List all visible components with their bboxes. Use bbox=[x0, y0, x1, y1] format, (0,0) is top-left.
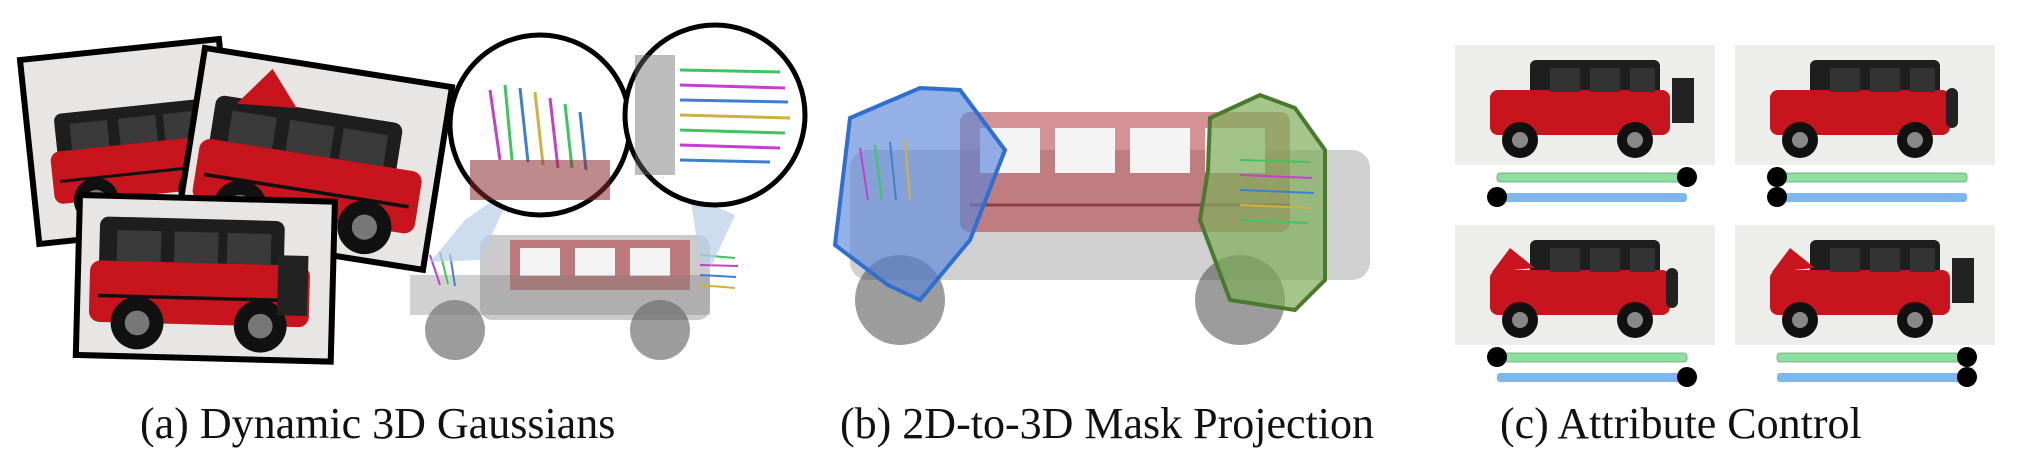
slider-track-blue[interactable] bbox=[1497, 193, 1687, 202]
gaussian-point-cloud-car bbox=[410, 235, 739, 360]
zoom-cone-right bbox=[690, 195, 735, 265]
jeep-illustration bbox=[1770, 240, 1974, 338]
open-hood bbox=[1492, 248, 1535, 272]
panel-attribute-control: (c) Attribute Control bbox=[1440, 0, 2020, 466]
mask-front-hood bbox=[832, 85, 1008, 303]
attribute-tile-top-left bbox=[1455, 45, 1715, 207]
slider-knob-green[interactable] bbox=[1767, 167, 1787, 187]
caption-attribute-control: (c) Attribute Control bbox=[1500, 399, 1862, 448]
panel-dynamic-3d-gaussians: (a) Dynamic 3D Gaussians bbox=[0, 0, 820, 466]
slider-track-green[interactable] bbox=[1496, 172, 1688, 183]
jeep-illustration bbox=[1490, 240, 1678, 338]
attribute-tile-top-right bbox=[1735, 45, 1995, 207]
slider-knob-green[interactable] bbox=[1677, 167, 1697, 187]
attribute-tile-bottom-left bbox=[1455, 225, 1715, 387]
spare-tire bbox=[1946, 88, 1958, 128]
caption-2d-to-3d-mask-projection: (b) 2D-to-3D Mask Projection bbox=[840, 399, 1375, 448]
open-trunk bbox=[1952, 258, 1974, 303]
caption-dynamic-3d-gaussians: (a) Dynamic 3D Gaussians bbox=[140, 399, 616, 448]
trunk-gaussians bbox=[1239, 159, 1315, 224]
slider-track-green[interactable] bbox=[1776, 172, 1968, 183]
slider-track-green[interactable] bbox=[1776, 352, 1968, 363]
panel-2d-to-3d-mask-projection: (b) 2D-to-3D Mask Projection bbox=[820, 0, 1420, 466]
slider-track-green[interactable] bbox=[1496, 352, 1688, 363]
slider-knob-blue[interactable] bbox=[1957, 367, 1977, 387]
panel-b-illustration bbox=[832, 85, 1370, 345]
slider-knob-green[interactable] bbox=[1487, 347, 1507, 367]
slider-knob-blue[interactable] bbox=[1677, 367, 1697, 387]
slider-track-blue[interactable] bbox=[1497, 373, 1687, 382]
panel-a-illustration bbox=[16, 22, 808, 365]
slider-knob-green[interactable] bbox=[1957, 347, 1977, 367]
open-hood bbox=[1772, 248, 1815, 272]
spare-tire bbox=[1666, 268, 1678, 308]
zoom-circle-left bbox=[447, 32, 633, 218]
photo-frame-3 bbox=[72, 191, 338, 365]
slider-knob-blue[interactable] bbox=[1487, 187, 1507, 207]
slider-track-blue[interactable] bbox=[1777, 373, 1967, 382]
mask-rear-trunk bbox=[1197, 92, 1327, 313]
open-trunk bbox=[1672, 78, 1694, 123]
zoom-circle-right bbox=[622, 22, 808, 208]
panel-c-illustration bbox=[1455, 45, 1995, 387]
jeep-illustration bbox=[1490, 60, 1694, 158]
slider-track-blue[interactable] bbox=[1777, 193, 1967, 202]
hood-gaussians bbox=[859, 139, 911, 201]
jeep-illustration bbox=[1770, 60, 1958, 158]
slider-knob-blue[interactable] bbox=[1767, 187, 1787, 207]
attribute-tile-bottom-right bbox=[1735, 225, 1995, 387]
